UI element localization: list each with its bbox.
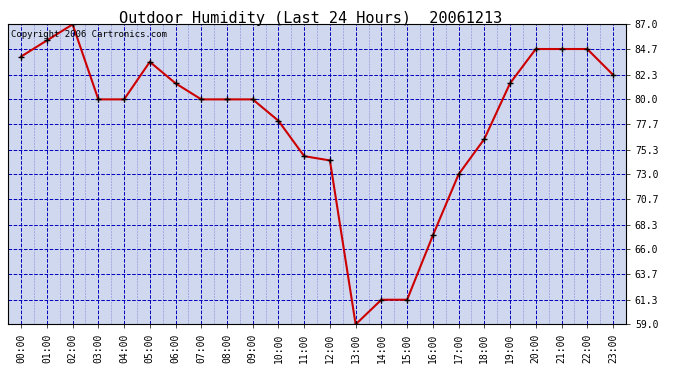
Text: Copyright 2006 Cartronics.com: Copyright 2006 Cartronics.com [11,30,167,39]
Text: Outdoor Humidity (Last 24 Hours)  20061213: Outdoor Humidity (Last 24 Hours) 2006121… [119,11,502,26]
